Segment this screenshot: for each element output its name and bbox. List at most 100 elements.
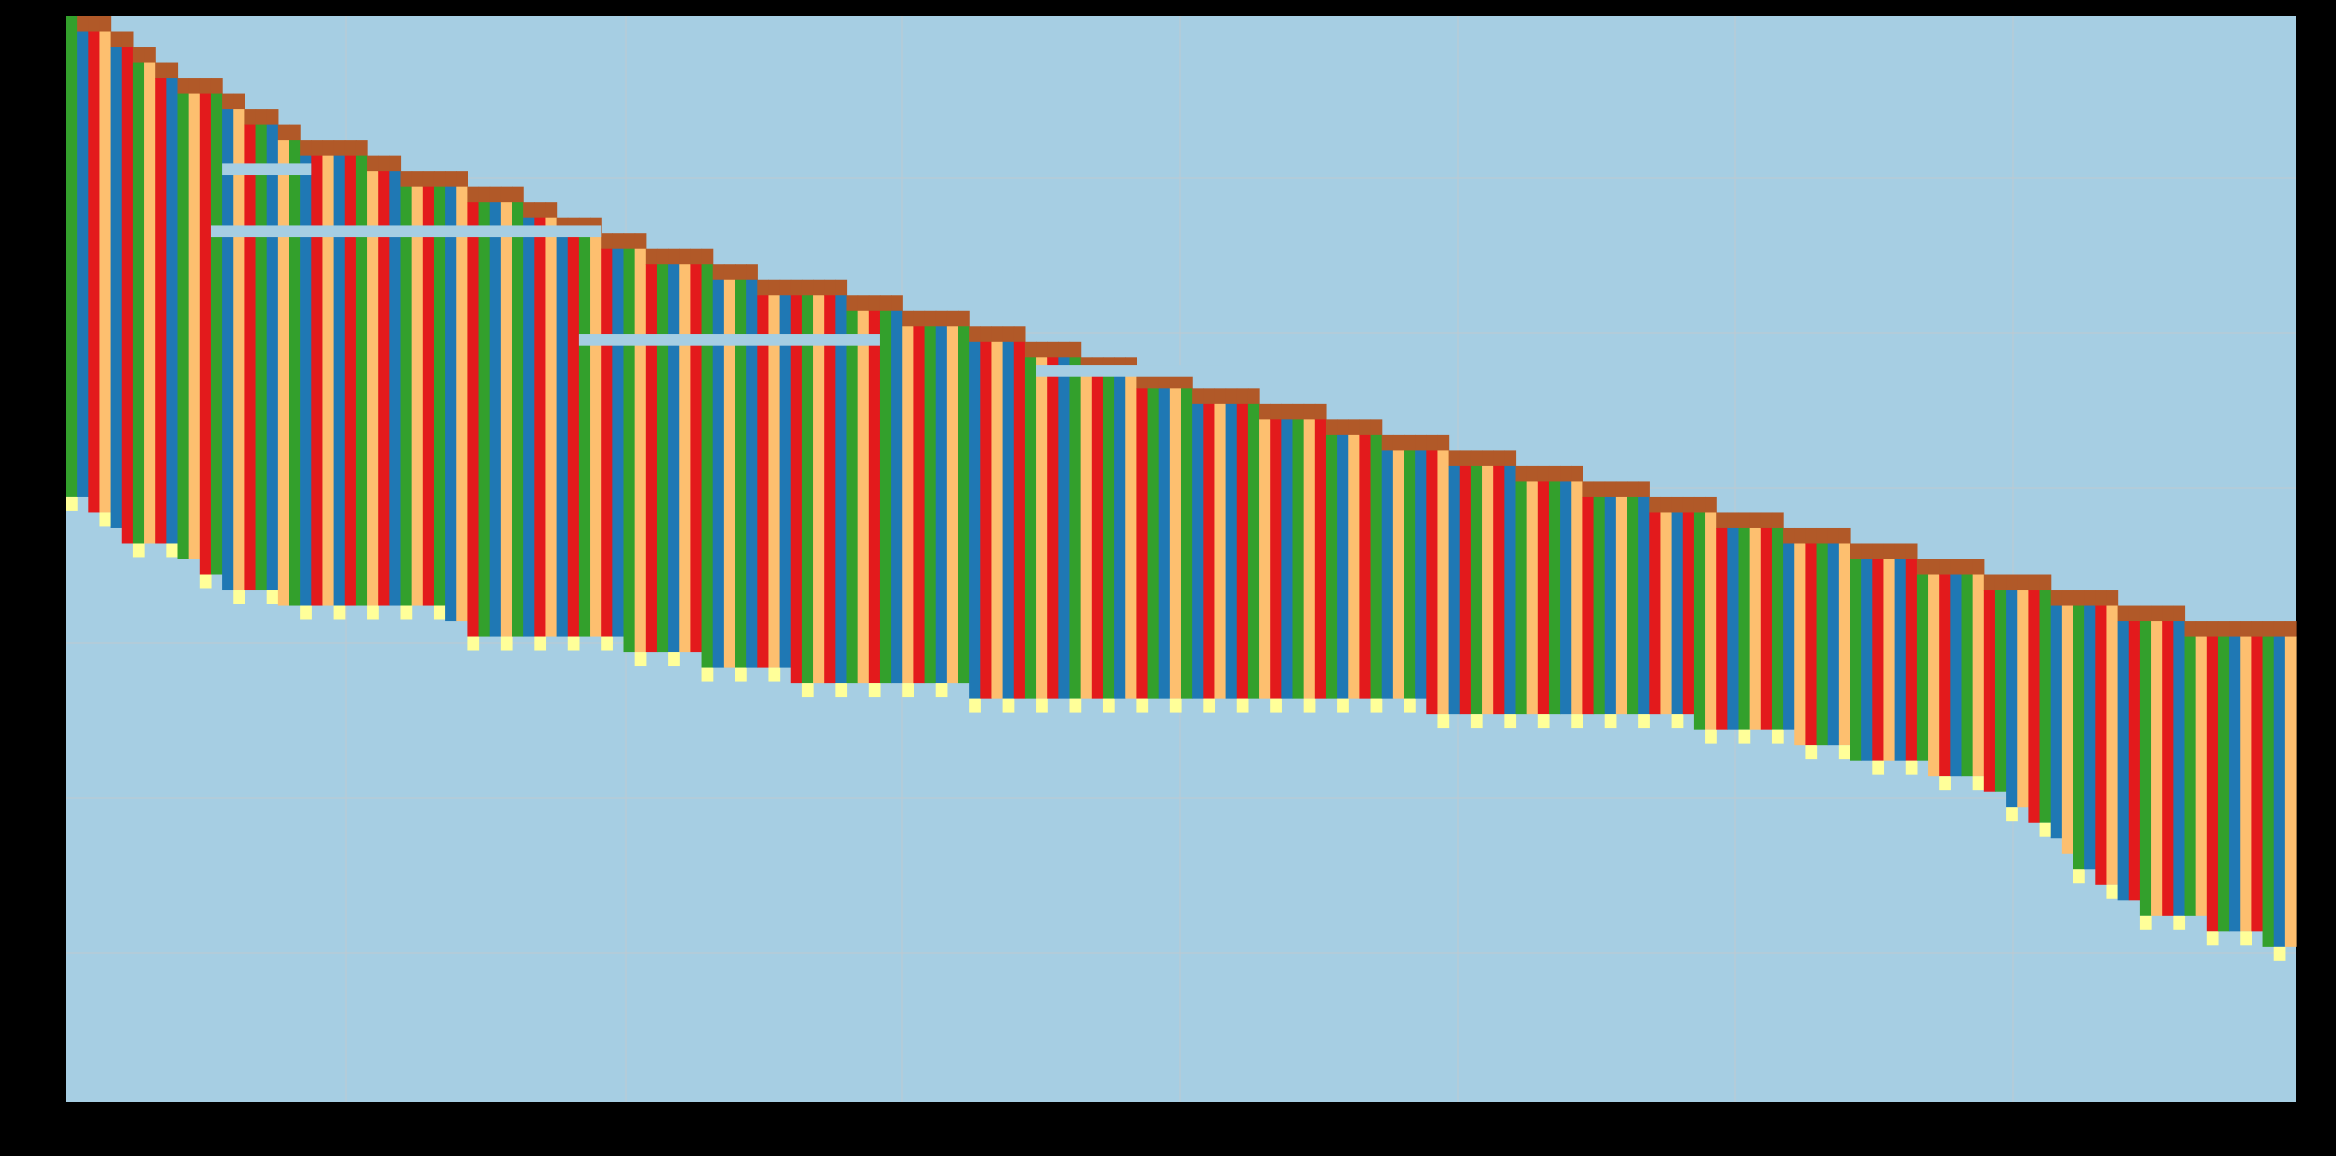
column-cap-cell [2006, 574, 2018, 591]
column-end-cell [668, 652, 680, 667]
column-body-cells [2117, 621, 2130, 901]
column-cap-cell [188, 78, 201, 95]
column-cap-cell [110, 31, 123, 48]
column-cap-cell [411, 171, 424, 188]
column-cap-cell [1861, 543, 1873, 560]
column-body-cells [77, 31, 89, 497]
column-body-cells [300, 155, 312, 606]
column-cap-cell [478, 186, 491, 203]
column-body-cells [1470, 465, 1483, 715]
column-cap-cell [779, 279, 792, 296]
column-body-cells [266, 124, 279, 591]
column-cap-cell [790, 279, 803, 296]
column-body-cells [846, 310, 859, 684]
column-cap-cell [1961, 559, 1974, 576]
column-body-cells [1660, 512, 1673, 715]
column-cap-cell [868, 295, 881, 312]
column-cap-cell [1314, 403, 1327, 420]
column-end-cell [768, 667, 781, 682]
column-cap-cell [467, 186, 480, 203]
column-body-cells [1203, 403, 1216, 699]
column-body-cells [1036, 357, 1048, 699]
column-body-cells [1916, 574, 1929, 761]
column-cap-cell [1627, 481, 1639, 498]
column-end-cell [902, 683, 914, 698]
column-body-cells [2240, 636, 2252, 932]
column-body-cells [1102, 372, 1115, 699]
column-end-cell [1604, 714, 1617, 729]
column-cap-cell [311, 140, 324, 157]
column-end-cell [2173, 915, 2186, 930]
column-body-cells [166, 78, 179, 544]
row-gap-cell [1036, 365, 1226, 377]
column-cap-cell [2206, 621, 2219, 638]
column-body-cells [1114, 372, 1126, 699]
column-cap-cell [255, 109, 268, 126]
column-end-cell [1638, 714, 1650, 729]
column-cap-cell [132, 47, 145, 64]
column-body-cells [757, 295, 770, 668]
column-cap-cell [1805, 527, 1818, 545]
column-body-cells [1259, 419, 1271, 699]
column-body-cells [1705, 512, 1717, 730]
column-end-cell [300, 605, 312, 620]
column-body-cells [1983, 590, 1996, 792]
column-cap-cell [2128, 605, 2141, 622]
column-cap-cell [679, 248, 691, 265]
column-body-cells [1749, 527, 1762, 730]
column-body-cells [1805, 543, 1818, 746]
column-body-cells [1426, 450, 1439, 715]
column-cap-cell [333, 140, 346, 157]
column-body-cells [1236, 403, 1249, 699]
column-end-cell [500, 636, 513, 651]
column-cap-cell [88, 16, 101, 33]
column-body-cells [1760, 527, 1773, 730]
column-cap-cell [1950, 559, 1963, 576]
column-end-cell [2073, 869, 2085, 884]
column-cap-cell [99, 16, 112, 33]
column-body-cells [1091, 372, 1104, 699]
column-cap-cell [400, 171, 413, 188]
column-body-cells [177, 93, 190, 559]
column-cap-cell [634, 233, 647, 250]
column-body-cells [289, 140, 301, 606]
column-body-cells [723, 279, 736, 668]
column-body-cells [1370, 434, 1383, 699]
column-cap-cell [1548, 465, 1561, 483]
column-body-cells [344, 155, 357, 606]
column-body-cells [1359, 434, 1372, 699]
column-body-cells [523, 217, 535, 637]
column-body-cells [913, 326, 926, 684]
column-cap-cell [2084, 590, 2096, 607]
column-body-cells [2073, 605, 2085, 870]
column-end-cell [132, 543, 145, 558]
column-cap-cell [500, 186, 513, 203]
column-cap-cell [2273, 621, 2286, 638]
column-cap-cell [210, 78, 223, 95]
column-end-cell [1270, 698, 1282, 713]
column-body-cells [1716, 527, 1728, 730]
column-body-cells [2028, 590, 2041, 823]
column-cap-cell [489, 186, 502, 203]
column-body-cells [456, 186, 468, 622]
column-cap-cell [545, 202, 558, 219]
column-cap-cell [2061, 590, 2074, 607]
column-body-cells [1693, 512, 1706, 730]
column-body-cells [1281, 419, 1294, 699]
column-body-cells [199, 93, 212, 575]
column-body-cells [1314, 419, 1327, 699]
column-end-cell [969, 698, 981, 713]
column-end-cell [801, 683, 814, 698]
column-body-cells [1247, 403, 1260, 699]
column-cap-cell [958, 310, 970, 327]
column-body-cells [99, 31, 112, 513]
row-gap-cell [210, 225, 602, 238]
column-body-cells [1950, 574, 1963, 777]
column-body-cells [1325, 434, 1338, 699]
column-body-cells [857, 310, 870, 684]
column-body-cells [378, 171, 390, 606]
column-body-cells [1169, 388, 1182, 699]
column-body-cells [645, 264, 658, 653]
column-cap-cell [1504, 450, 1517, 467]
